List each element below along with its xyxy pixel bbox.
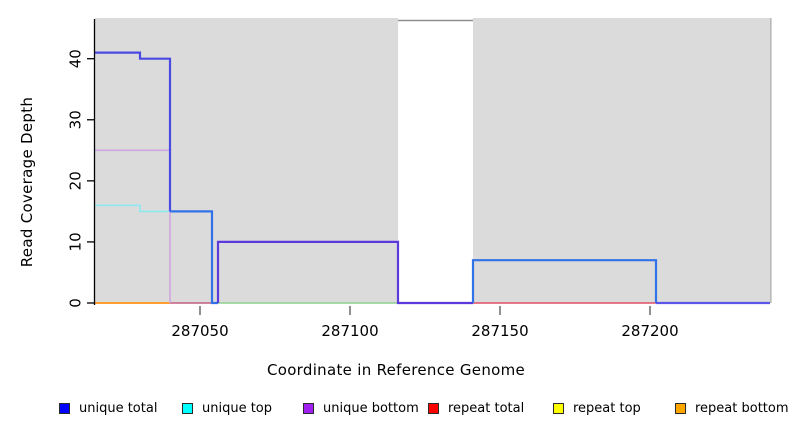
legend-swatch-icon [553, 402, 564, 414]
legend-item-repeat-bottom: repeat bottom [675, 398, 789, 418]
segment-unique-bottom-box [216, 240, 473, 305]
legend: unique total unique top unique bottom repea… [0, 398, 792, 420]
legend-label: unique bottom [323, 400, 419, 416]
legend-swatch-icon [182, 402, 193, 414]
y-axis-title: Read Coverage Depth [18, 96, 36, 268]
shaded-region-left [95, 18, 398, 303]
x-tick-label: 287150 [471, 322, 528, 340]
legend-item-repeat-total: repeat total [428, 398, 524, 418]
y-tick-label: 0 [67, 298, 85, 308]
legend-item-unique-top: unique top [182, 398, 272, 418]
legend-swatch-icon [303, 402, 314, 414]
x-tick-label: 287200 [621, 322, 678, 340]
segment-unique-total-mid [170, 210, 218, 305]
x-tick-label: 287050 [171, 322, 228, 340]
segment-unique-total-high [95, 51, 172, 212]
legend-label: unique total [79, 400, 158, 416]
legend-item-repeat-top: repeat top [553, 398, 641, 418]
segment-unique-total-seven [471, 259, 658, 303]
y-tick-label: 40 [66, 49, 84, 68]
legend-item-unique-total: unique total [59, 398, 157, 418]
shaded-region-right [473, 18, 770, 303]
legend-swatch-icon [59, 402, 70, 414]
legend-label: repeat bottom [695, 400, 789, 416]
legend-label: repeat top [573, 400, 641, 416]
x-tick-label: 287100 [321, 322, 378, 340]
x-axis-title: Coordinate in Reference Genome [266, 361, 526, 379]
y-tick-label: 20 [67, 171, 85, 190]
y-tick-label: 10 [67, 232, 85, 251]
legend-swatch-icon [428, 402, 439, 414]
legend-swatch-icon [675, 402, 686, 414]
legend-label: unique top [202, 400, 273, 416]
legend-label: repeat total [448, 400, 525, 416]
segment-unique-top-steps [95, 204, 170, 213]
y-tick-label: 30 [66, 110, 84, 129]
legend-item-unique-bottom: unique bottom [303, 398, 419, 418]
